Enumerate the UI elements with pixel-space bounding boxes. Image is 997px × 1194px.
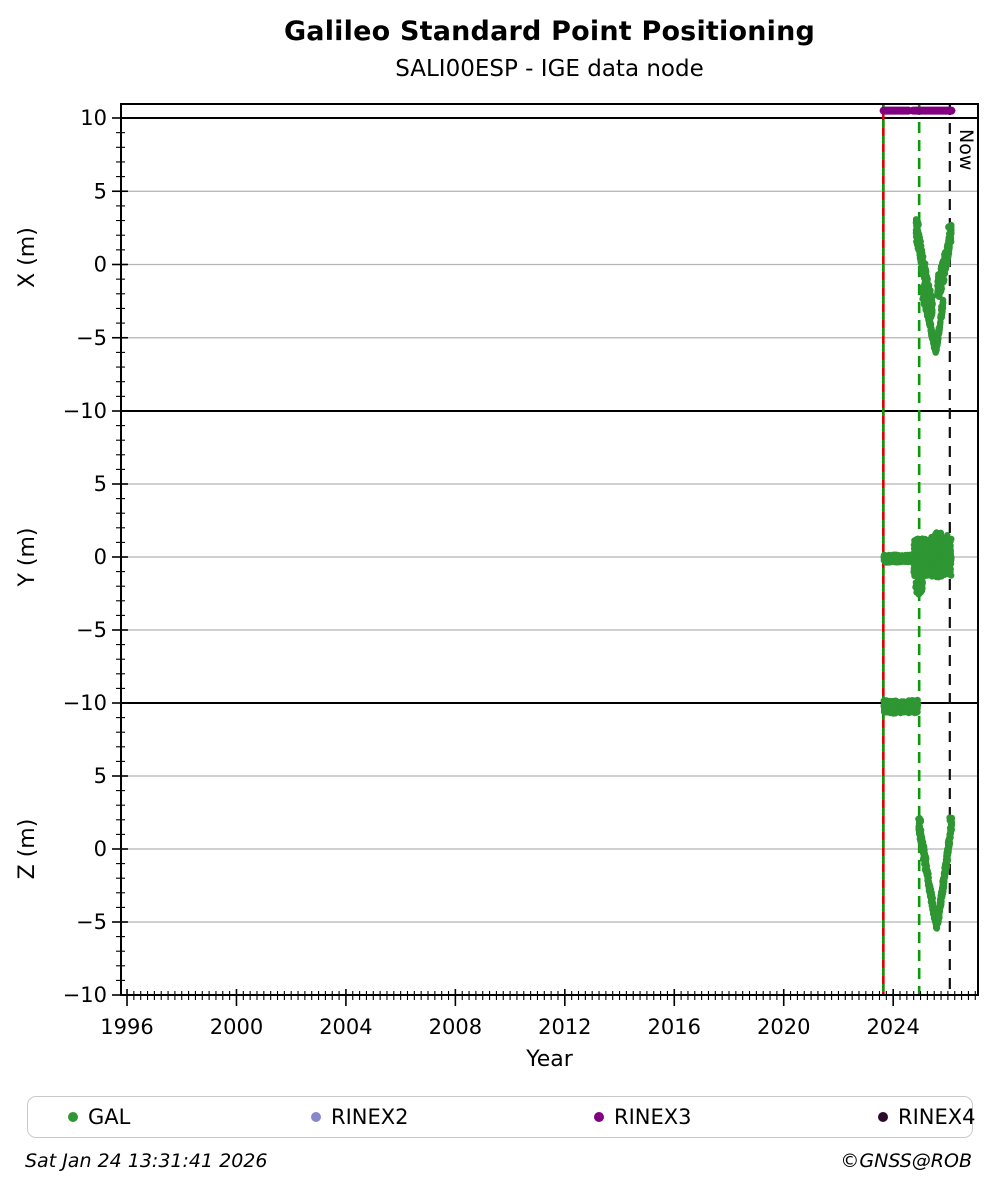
legend-label: RINEX4 bbox=[898, 1104, 976, 1129]
chart-subtitle: SALI00ESP - IGE data node bbox=[395, 56, 704, 82]
axis-ticks bbox=[112, 117, 976, 1006]
legend-label: RINEX2 bbox=[331, 1104, 409, 1129]
gridlines bbox=[121, 190, 978, 923]
y-tick-label: 0 bbox=[94, 253, 107, 277]
y-tick-label: 5 bbox=[94, 179, 107, 203]
x-tick-label: 2008 bbox=[429, 1015, 482, 1039]
y-axis-label-panel-1: X (m) bbox=[15, 227, 40, 288]
y-tick-label: 10 bbox=[80, 106, 107, 130]
legend-label: RINEX3 bbox=[614, 1104, 692, 1129]
legend-marker-gal bbox=[68, 1112, 78, 1122]
y-tick-label: −10 bbox=[63, 983, 107, 1007]
y-tick-label: −10 bbox=[63, 691, 107, 715]
y-tick-label: 5 bbox=[94, 472, 107, 496]
gal-scatter-panel-3 bbox=[880, 696, 956, 932]
x-tick-label: 2004 bbox=[319, 1015, 372, 1039]
y-axis-label-panel-3: Z (m) bbox=[15, 819, 40, 880]
y-tick-label: 0 bbox=[94, 545, 107, 569]
y-tick-label: 5 bbox=[94, 764, 107, 788]
legend: GAL RINEX2 RINEX3 RINEX4 bbox=[27, 1096, 976, 1138]
copyright-label: ©GNSS@ROB bbox=[840, 1150, 972, 1172]
x-tick-label: 2000 bbox=[210, 1015, 263, 1039]
x-tick-label: 1996 bbox=[100, 1015, 153, 1039]
x-tick-label: 2024 bbox=[866, 1015, 919, 1039]
gal-scatter-panel-2 bbox=[880, 529, 955, 598]
x-tick-label: 2016 bbox=[648, 1015, 701, 1039]
legend-item-rinex4: RINEX4 bbox=[878, 1097, 976, 1137]
plot-timestamp: Sat Jan 24 13:31:41 2026 bbox=[25, 1150, 268, 1172]
x-tick-label: 2012 bbox=[538, 1015, 591, 1039]
x-tick-label: 2020 bbox=[757, 1015, 810, 1039]
chart-title: Galileo Standard Point Positioning bbox=[283, 16, 816, 47]
legend-label: GAL bbox=[88, 1104, 131, 1129]
legend-marker-rinex4 bbox=[878, 1112, 888, 1122]
gal-scatter-panel-1 bbox=[912, 216, 955, 356]
y-tick-label: −5 bbox=[76, 910, 107, 934]
y-tick-label: −10 bbox=[63, 399, 107, 423]
y-tick-label: −5 bbox=[76, 618, 107, 642]
y-axis-label-panel-2: Y (m) bbox=[15, 527, 40, 587]
axis-tick-labels: 1996 2000 2004 2008 2012 2016 2020 2024 10 5 0 −5 −1… bbox=[63, 106, 920, 1039]
legend-item-rinex3: RINEX3 bbox=[594, 1097, 692, 1137]
panel-boundary-lines bbox=[121, 117, 978, 704]
legend-item-gal: GAL bbox=[68, 1097, 130, 1137]
x-axis-label: Year bbox=[525, 1047, 574, 1072]
legend-item-rinex2: RINEX2 bbox=[311, 1097, 409, 1137]
chart-canvas: 1996 2000 2004 2008 2012 2016 2020 2024 10 5 0 −5 −1… bbox=[15, 103, 979, 1072]
legend-marker-rinex3 bbox=[594, 1112, 604, 1122]
now-annotation: Now bbox=[955, 129, 977, 170]
y-tick-label: 0 bbox=[94, 837, 107, 861]
y-tick-label: −5 bbox=[76, 326, 107, 350]
legend-marker-rinex2 bbox=[311, 1112, 321, 1122]
axes-spines bbox=[120, 103, 979, 996]
axis-labels: Year X (m) Y (m) Z (m) bbox=[15, 227, 574, 1072]
